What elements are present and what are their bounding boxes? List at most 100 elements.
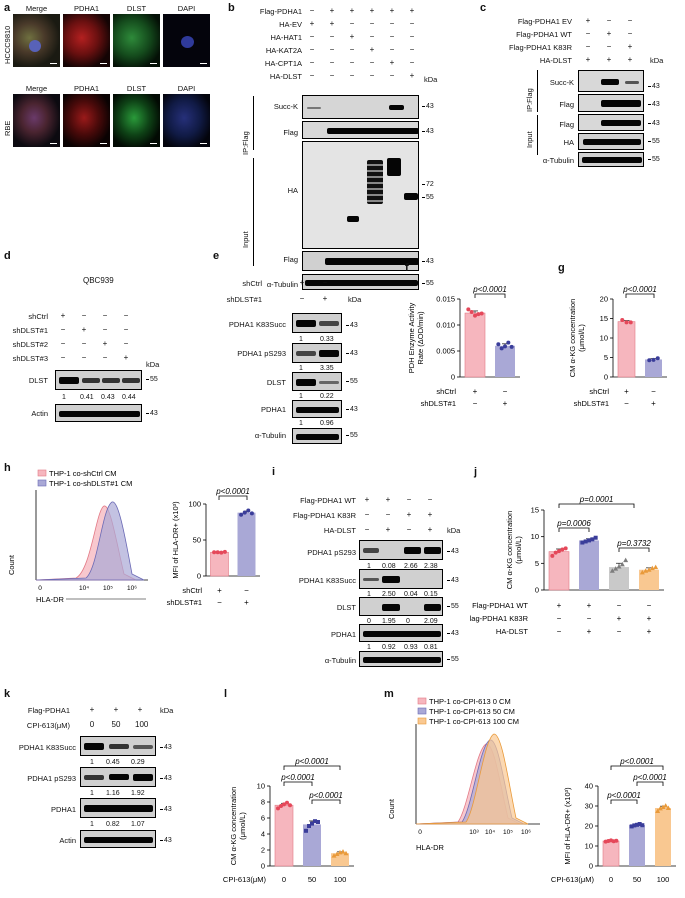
condition-sign: + xyxy=(409,71,415,80)
condition-sign: + xyxy=(427,525,433,534)
condition-sign: − xyxy=(627,29,633,38)
p-value: p=0.0006 xyxy=(556,519,591,528)
panel-label-g: g xyxy=(558,262,565,274)
condition-sign: − xyxy=(647,601,652,610)
band xyxy=(319,350,339,357)
condition-sign: + xyxy=(81,325,87,334)
data-point xyxy=(246,508,251,513)
data-point xyxy=(616,564,622,569)
bracket-line xyxy=(253,96,254,150)
quant-value: 1 xyxy=(299,393,303,400)
data-point xyxy=(613,566,619,571)
blot-dlst xyxy=(359,597,443,616)
condition-sign: − xyxy=(123,311,129,320)
y-axis-label: CM α-KG concentration xyxy=(505,511,514,590)
quant-value: 3.35 xyxy=(320,365,334,372)
blot-actin xyxy=(80,830,156,848)
condition-sign: − xyxy=(123,339,129,348)
condition-sign: + xyxy=(369,45,375,54)
row-label-rbe: RBE xyxy=(3,120,12,136)
condition-sign: − xyxy=(329,71,335,80)
data-point xyxy=(640,823,645,828)
y-tick-label: 4 xyxy=(261,830,265,839)
condition-label: shCtrl xyxy=(436,387,456,396)
blot-pdha1 xyxy=(359,624,443,642)
legend-label: THP-1 co-shCtrl CM xyxy=(49,469,117,478)
condition-label: shDLST#1 xyxy=(167,598,202,607)
mw-marker: 55 xyxy=(447,603,459,610)
data-point xyxy=(212,550,217,555)
chart-f: 0 0.005 0.010 0.015 PDH Enzyme Activity Rate … xyxy=(407,285,520,408)
scale-bar xyxy=(150,62,157,64)
data-point xyxy=(655,808,661,813)
band xyxy=(84,805,153,812)
y-tick-label: 6 xyxy=(261,814,265,823)
band xyxy=(319,321,339,326)
condition-sign: − xyxy=(81,311,87,320)
y-tick-label: 0 xyxy=(535,586,539,595)
data-point xyxy=(496,342,501,347)
condition-sign: − xyxy=(389,71,395,80)
kda-label: kDa xyxy=(447,526,461,535)
data-point xyxy=(557,549,561,554)
blot-succ-k xyxy=(302,95,419,119)
quant-value: 2.09 xyxy=(424,618,438,625)
panel-label-d: d xyxy=(4,250,11,262)
condition-sign: + xyxy=(473,387,478,396)
mw-marker: 55 xyxy=(422,280,434,287)
scale-bar xyxy=(150,142,157,144)
condition-sign: − xyxy=(309,32,315,41)
blot-ha xyxy=(302,141,419,249)
condition-sign: + xyxy=(647,627,652,636)
scale-bar xyxy=(200,62,207,64)
mw-marker: 43 xyxy=(160,744,172,751)
y-tick-label: 0 xyxy=(451,373,455,382)
significance-bracket xyxy=(625,293,655,298)
mw-marker: 43 xyxy=(346,350,358,357)
if-hccc9810-merge: Merge xyxy=(12,4,61,68)
condition-label: Flag-PDHA1 WT xyxy=(300,496,356,505)
input-label: Input xyxy=(241,231,250,248)
data-point xyxy=(276,806,280,811)
blot-label: α-Tubulin xyxy=(254,431,286,440)
blot-label: PDHA1 pS293 xyxy=(237,349,286,358)
blot-succ-k xyxy=(578,70,644,92)
nucleus xyxy=(29,40,41,52)
x-tick-label: 10⁶ xyxy=(521,829,531,836)
condition-sign: − xyxy=(60,339,66,348)
y-tick-label: 30 xyxy=(585,802,593,811)
condition-sign: + xyxy=(102,339,108,348)
blot-label: DLST xyxy=(28,376,48,385)
quant-value: 0.43 xyxy=(101,394,115,401)
x-tick-label: 0 xyxy=(418,829,422,836)
data-point xyxy=(609,568,615,573)
condition-sign: + xyxy=(113,705,119,714)
mw-marker: 55 xyxy=(422,194,434,201)
bar xyxy=(210,551,229,577)
data-point xyxy=(499,346,504,351)
band xyxy=(296,434,339,440)
condition-sign: + xyxy=(217,586,222,595)
condition-sign: − xyxy=(409,58,415,67)
blot-pdha1 xyxy=(292,400,342,418)
band xyxy=(625,81,639,84)
condition-label: HA-DLST xyxy=(269,72,302,81)
significance-bracket xyxy=(610,799,638,804)
bracket-line xyxy=(253,158,254,266)
mw-marker: 55 xyxy=(648,138,660,145)
blot-tubulin xyxy=(302,274,419,290)
condition-label: shCtrl xyxy=(242,279,262,288)
quant-value: 0.45 xyxy=(106,759,120,766)
blot-label: Flag xyxy=(283,128,298,137)
blot-tubulin xyxy=(292,428,342,444)
condition-label: shCtrl xyxy=(28,312,48,321)
y-tick-label: 5 xyxy=(535,559,539,568)
condition-label: shDLST#3 xyxy=(12,354,48,363)
data-point xyxy=(279,804,283,808)
condition-sign: − xyxy=(389,45,395,54)
data-point xyxy=(587,538,591,543)
quant-value: 1 xyxy=(367,563,371,570)
data-point xyxy=(629,824,634,829)
data-point xyxy=(307,824,311,828)
if-hccc9810-pdha1: PDHA1 xyxy=(62,4,111,68)
